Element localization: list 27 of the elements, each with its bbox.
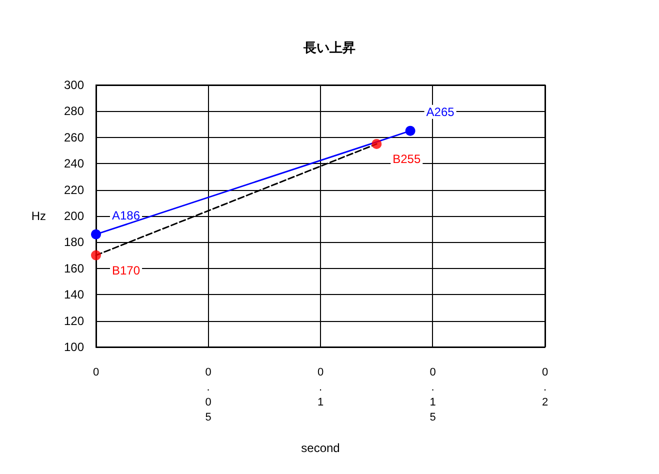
x-tick-label: 0 . 1 — [317, 366, 324, 408]
y-tick-label: 140 — [64, 288, 84, 302]
y-tick-label: 160 — [64, 261, 84, 276]
chart-title: 長い上昇 — [302, 40, 356, 55]
y-tick-label: 280 — [64, 104, 84, 118]
y-tick-label: 200 — [64, 209, 84, 223]
y-axis-title: Hz — [31, 209, 46, 223]
x-tick-label: 0 — [92, 366, 100, 378]
x-axis-title: second — [301, 441, 340, 455]
annotation: A186 — [112, 208, 140, 222]
annotation: A265 — [426, 104, 455, 119]
y-tick-label: 120 — [64, 314, 84, 328]
y-tick-label: 100 — [64, 340, 84, 354]
x-tick-label: 0 . 0 5 — [205, 366, 212, 424]
x-tick-label: 0 . 2 — [542, 366, 548, 408]
point — [91, 229, 101, 240]
annotation: B255 — [392, 152, 421, 166]
y-tick-label: 240 — [64, 156, 84, 171]
annotation: B170 — [112, 263, 140, 278]
point — [372, 138, 382, 149]
y-tick-label: 260 — [64, 130, 84, 144]
y-tick-label: 180 — [64, 235, 84, 250]
y-tick-label: 220 — [64, 182, 84, 197]
point — [91, 250, 101, 260]
point — [405, 126, 416, 136]
x-tick-label: 0 . 1 5 — [430, 366, 436, 424]
y-tick-label: 300 — [64, 78, 84, 92]
